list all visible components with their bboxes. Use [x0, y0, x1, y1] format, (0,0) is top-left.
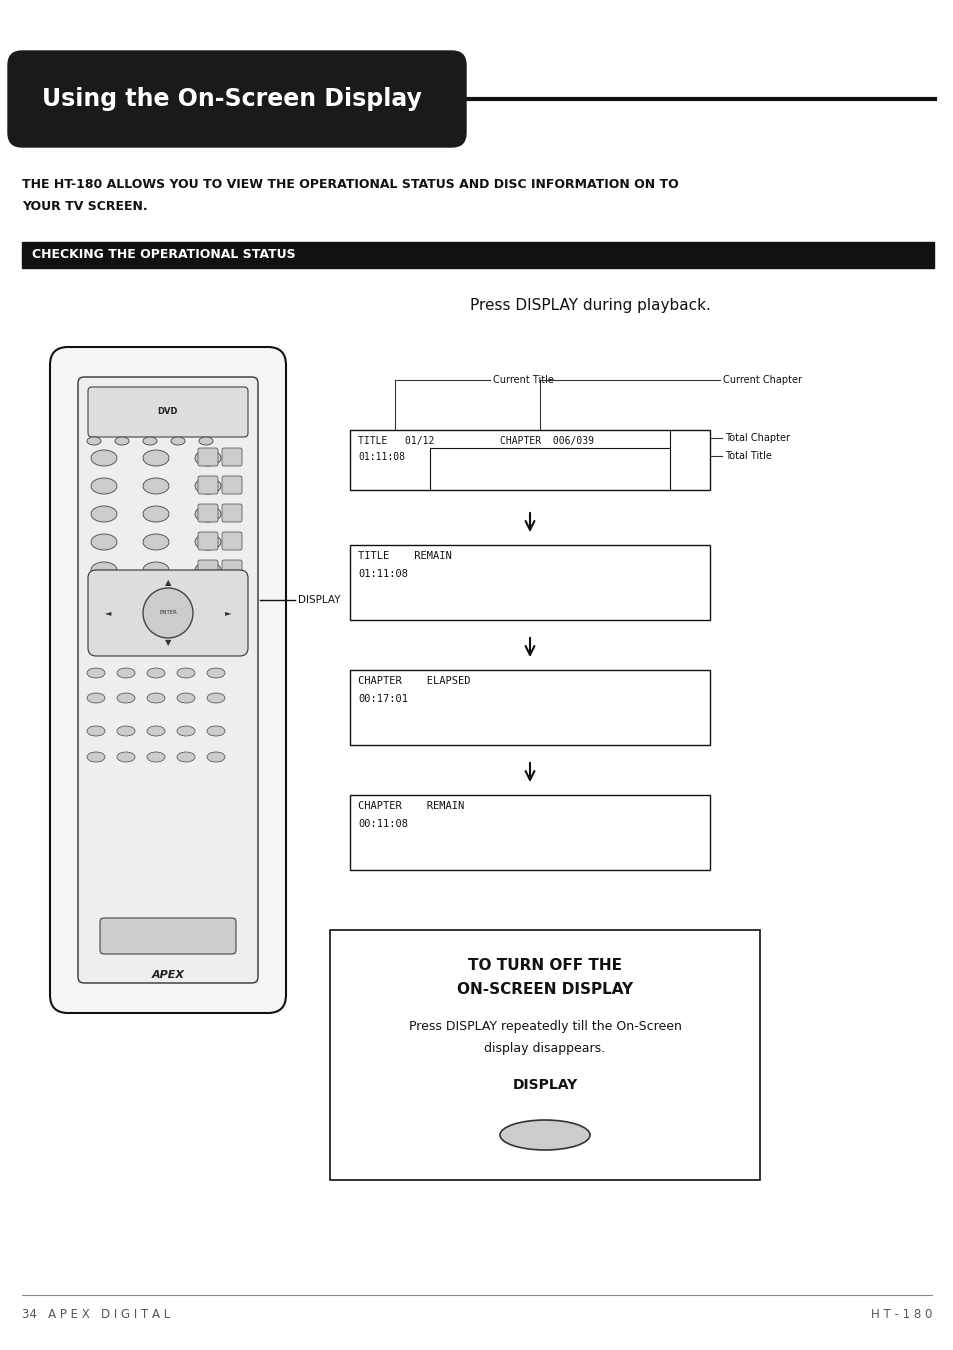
Bar — [350, 545, 709, 620]
Ellipse shape — [87, 726, 105, 736]
Text: Current Chapter: Current Chapter — [722, 375, 801, 385]
Ellipse shape — [194, 450, 221, 466]
Bar — [350, 795, 709, 869]
Text: ▲: ▲ — [165, 579, 172, 587]
Text: DISPLAY: DISPLAY — [297, 595, 340, 605]
Ellipse shape — [147, 693, 165, 703]
Ellipse shape — [194, 562, 221, 578]
Text: Current Title: Current Title — [493, 375, 554, 385]
Text: 00:17:01: 00:17:01 — [357, 694, 408, 703]
Ellipse shape — [177, 693, 194, 703]
Ellipse shape — [143, 478, 169, 494]
Ellipse shape — [194, 535, 221, 549]
Ellipse shape — [91, 478, 117, 494]
Ellipse shape — [199, 437, 213, 446]
Text: THE HT-180 ALLOWS YOU TO VIEW THE OPERATIONAL STATUS AND DISC INFORMATION ON TO: THE HT-180 ALLOWS YOU TO VIEW THE OPERAT… — [22, 178, 678, 190]
Text: Total Title: Total Title — [724, 451, 771, 460]
Text: Press DISPLAY during playback.: Press DISPLAY during playback. — [469, 298, 710, 313]
Ellipse shape — [147, 752, 165, 761]
Ellipse shape — [115, 437, 129, 446]
FancyBboxPatch shape — [198, 477, 218, 494]
Ellipse shape — [143, 562, 169, 578]
Text: display disappears.: display disappears. — [484, 1042, 605, 1054]
Bar — [22, 242, 933, 269]
Ellipse shape — [171, 437, 185, 446]
Ellipse shape — [87, 437, 101, 446]
Ellipse shape — [177, 668, 194, 678]
FancyBboxPatch shape — [8, 51, 465, 147]
Ellipse shape — [207, 726, 225, 736]
FancyBboxPatch shape — [198, 448, 218, 466]
Text: TITLE   01/12: TITLE 01/12 — [357, 436, 434, 446]
Bar — [330, 930, 760, 1180]
Ellipse shape — [117, 726, 135, 736]
Text: CHAPTER    REMAIN: CHAPTER REMAIN — [357, 801, 464, 811]
Ellipse shape — [207, 668, 225, 678]
FancyBboxPatch shape — [88, 570, 248, 656]
Ellipse shape — [207, 752, 225, 761]
Text: ▼: ▼ — [165, 639, 172, 648]
Ellipse shape — [117, 752, 135, 761]
Ellipse shape — [91, 535, 117, 549]
Text: DVD: DVD — [157, 408, 178, 417]
FancyBboxPatch shape — [222, 504, 242, 522]
Text: ◄: ◄ — [105, 609, 112, 617]
Text: Press DISPLAY repeatedly till the On-Screen: Press DISPLAY repeatedly till the On-Scr… — [408, 1021, 680, 1033]
FancyBboxPatch shape — [222, 560, 242, 578]
Ellipse shape — [177, 752, 194, 761]
Text: 01:11:08: 01:11:08 — [357, 568, 408, 579]
Ellipse shape — [143, 506, 169, 522]
Ellipse shape — [147, 668, 165, 678]
Text: APEX: APEX — [152, 971, 184, 980]
Text: 01:11:08: 01:11:08 — [357, 452, 405, 462]
Text: DISPLAY: DISPLAY — [512, 1079, 577, 1092]
FancyBboxPatch shape — [222, 448, 242, 466]
Ellipse shape — [499, 1120, 589, 1150]
FancyBboxPatch shape — [198, 560, 218, 578]
Ellipse shape — [117, 693, 135, 703]
FancyBboxPatch shape — [88, 387, 248, 437]
FancyBboxPatch shape — [78, 377, 257, 983]
Text: YOUR TV SCREEN.: YOUR TV SCREEN. — [22, 200, 148, 213]
Bar — [350, 431, 709, 490]
FancyBboxPatch shape — [222, 477, 242, 494]
Ellipse shape — [194, 478, 221, 494]
FancyBboxPatch shape — [198, 532, 218, 549]
Text: 00:11:08: 00:11:08 — [357, 819, 408, 829]
Text: TO TURN OFF THE: TO TURN OFF THE — [468, 957, 621, 972]
Ellipse shape — [91, 450, 117, 466]
Text: 34   A P E X   D I G I T A L: 34 A P E X D I G I T A L — [22, 1308, 170, 1322]
FancyBboxPatch shape — [222, 532, 242, 549]
Text: CHAPTER    ELAPSED: CHAPTER ELAPSED — [357, 676, 470, 686]
FancyBboxPatch shape — [50, 347, 286, 1012]
Text: H T - 1 8 0: H T - 1 8 0 — [870, 1308, 931, 1322]
Ellipse shape — [143, 437, 157, 446]
Ellipse shape — [91, 562, 117, 578]
Ellipse shape — [87, 693, 105, 703]
Text: ON-SCREEN DISPLAY: ON-SCREEN DISPLAY — [456, 983, 633, 998]
Ellipse shape — [91, 506, 117, 522]
Text: TITLE    REMAIN: TITLE REMAIN — [357, 551, 452, 562]
Text: ►: ► — [225, 609, 231, 617]
Text: CHAPTER  006/039: CHAPTER 006/039 — [499, 436, 594, 446]
Ellipse shape — [207, 693, 225, 703]
Ellipse shape — [87, 752, 105, 761]
Bar — [350, 670, 709, 745]
Text: Using the On-Screen Display: Using the On-Screen Display — [42, 86, 421, 111]
Ellipse shape — [147, 726, 165, 736]
Circle shape — [143, 589, 193, 639]
Ellipse shape — [117, 668, 135, 678]
Ellipse shape — [143, 535, 169, 549]
FancyBboxPatch shape — [198, 504, 218, 522]
Ellipse shape — [87, 668, 105, 678]
Text: CHECKING THE OPERATIONAL STATUS: CHECKING THE OPERATIONAL STATUS — [32, 248, 295, 262]
Ellipse shape — [143, 450, 169, 466]
FancyBboxPatch shape — [100, 918, 235, 954]
Ellipse shape — [177, 726, 194, 736]
Text: ENTER: ENTER — [159, 610, 176, 616]
Text: Total Chapter: Total Chapter — [724, 433, 789, 443]
Ellipse shape — [194, 506, 221, 522]
